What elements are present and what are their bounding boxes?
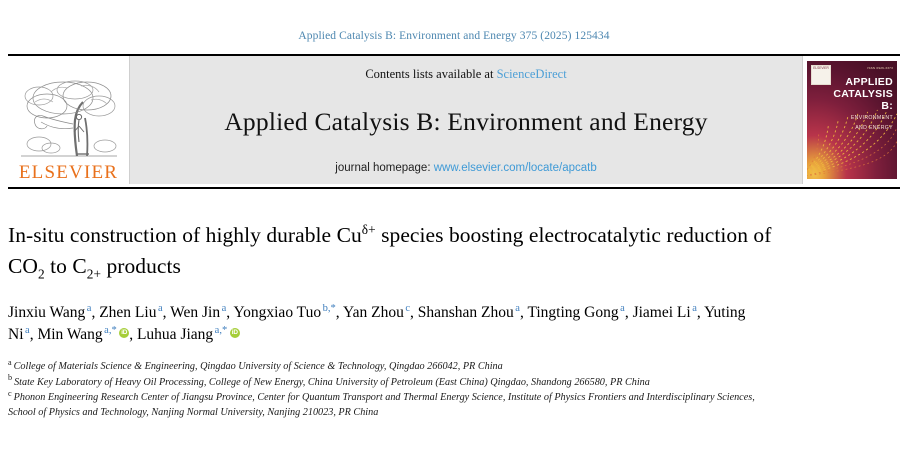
author-separator: ,	[91, 304, 100, 322]
author-entry: Yan Zhou c,	[342, 302, 418, 322]
affiliation-item: a College of Materials Science & Engineer…	[8, 357, 778, 374]
masthead-center: Contents lists available at ScienceDirec…	[130, 56, 802, 184]
cover-subtitle-line2: AND ENERGY	[855, 125, 893, 132]
title-subscript-c2plus: 2+	[86, 265, 102, 281]
author-affiliation-mark[interactable]: a	[157, 302, 163, 314]
author-name: Jinxiu Wang	[8, 304, 86, 322]
author-name: Yuting Ni	[8, 304, 746, 344]
elsevier-logo-cell: ELSEVIER	[8, 56, 130, 184]
sciencedirect-link[interactable]: ScienceDirect	[496, 67, 567, 81]
cover-title-line1: APPLIED	[845, 76, 893, 88]
journal-title: Applied Catalysis B: Environment and Ene…	[224, 107, 708, 136]
elsevier-tree-icon	[17, 76, 121, 162]
author-separator: ,	[335, 304, 343, 322]
article-title: In-situ construction of highly durable C…	[8, 220, 788, 281]
author-entry: Yongxiao Tuo b,*,	[233, 302, 343, 322]
elsevier-wordmark: ELSEVIER	[18, 162, 119, 183]
journal-cover-thumbnail: ELSEVIER ISSN 0926-3373 APPLIED CATALYSI…	[807, 61, 897, 179]
author-entry: Shanshan Zhou a,	[417, 302, 528, 322]
journal-homepage-prefix: journal homepage:	[335, 162, 434, 174]
cover-issn-text: ISSN 0926-3373	[867, 66, 893, 70]
title-subscript-co2: 2	[37, 265, 45, 281]
title-superscript-delta-plus: δ+	[361, 221, 376, 237]
title-segment-2: species boosting electrocatalytic reduct…	[8, 223, 772, 278]
title-segment-3: to C	[44, 253, 87, 278]
author-entry: Tingting Gong a,	[527, 302, 633, 322]
author-affiliation-mark[interactable]: a,*	[214, 324, 228, 336]
journal-masthead: ELSEVIER Contents lists available at Sci…	[8, 54, 900, 184]
author-name: Jiamei Li	[632, 304, 691, 322]
affiliation-list: a College of Materials Science & Engineer…	[8, 357, 778, 420]
title-segment-4: products	[101, 253, 181, 278]
cover-elsevier-badge: ELSEVIER	[811, 65, 831, 85]
author-name: Yongxiao Tuo	[233, 304, 322, 322]
author-name: Wen Jin	[170, 304, 221, 322]
journal-homepage-line: journal homepage: www.elsevier.com/locat…	[335, 162, 596, 174]
author-separator: ,	[624, 304, 633, 322]
author-separator: ,	[129, 326, 137, 344]
journal-cover-cell: ELSEVIER ISSN 0926-3373 APPLIED CATALYSI…	[802, 56, 900, 184]
author-separator: ,	[519, 304, 528, 322]
orcid-icon[interactable]	[119, 328, 130, 339]
author-affiliation-mark[interactable]: a	[515, 302, 520, 314]
orcid-icon[interactable]	[229, 328, 240, 339]
author-name: Luhua Jiang	[136, 326, 214, 344]
author-affiliation-mark[interactable]: a,*	[104, 324, 117, 336]
journal-homepage-link[interactable]: www.elsevier.com/locate/apcatb	[433, 162, 597, 174]
author-affiliation-mark[interactable]: c	[405, 302, 411, 314]
contents-lists-prefix: Contents lists available at	[365, 67, 497, 81]
author-entry: Yuting Ni a,	[8, 304, 745, 343]
author-name: Tingting Gong	[527, 304, 619, 322]
title-segment-1: In-situ construction of highly durable C…	[8, 223, 362, 247]
affiliation-mark: a	[8, 357, 12, 367]
cover-title-line2: CATALYSIS B:	[833, 87, 893, 112]
author-entry: Luhua Jiang a,*	[136, 324, 240, 344]
author-separator: ,	[696, 304, 705, 322]
author-affiliation-mark[interactable]: a	[620, 302, 625, 314]
author-affiliation-mark[interactable]: a	[221, 302, 227, 314]
author-entry: Jiamei Li a,	[632, 302, 705, 322]
author-affiliation-mark[interactable]: a	[692, 302, 697, 314]
article-header: In-situ construction of highly durable C…	[8, 189, 900, 420]
author-affiliation-mark[interactable]: b,*	[322, 302, 336, 314]
author-entry: Jinxiu Wang a,	[8, 302, 100, 322]
author-separator: ,	[410, 304, 418, 322]
cover-rays-decoration	[807, 109, 897, 177]
author-name: Zhen Liu	[99, 304, 157, 322]
affiliation-mark: c	[8, 388, 12, 398]
affiliation-text: College of Materials Science & Engineeri…	[13, 361, 503, 373]
affiliation-mark: b	[8, 373, 13, 383]
affiliation-item: c Phonon Engineering Research Center of J…	[8, 388, 778, 420]
author-affiliation-mark[interactable]: a	[86, 302, 92, 314]
cover-title-block: APPLIED CATALYSIS B: ENVIRONMENT AND ENE…	[832, 76, 893, 132]
cover-subtitle-line1: ENVIRONMENT	[850, 115, 893, 122]
author-entry: Wen Jin a,	[170, 302, 234, 322]
author-name: Yan Zhou	[342, 304, 404, 322]
author-affiliation-mark[interactable]: a	[25, 324, 30, 336]
author-separator: ,	[226, 304, 234, 322]
author-separator: ,	[162, 304, 171, 322]
running-head: Applied Catalysis B: Environment and Ene…	[298, 30, 610, 42]
contents-lists-line: Contents lists available at ScienceDirec…	[365, 67, 566, 82]
affiliation-text: State Key Laboratory of Heavy Oil Proces…	[14, 376, 650, 388]
affiliation-item: b State Key Laboratory of Heavy Oil Proce…	[8, 373, 778, 390]
author-entry: Zhen Liu a,	[99, 302, 171, 322]
author-separator: ,	[29, 326, 38, 344]
author-list: Jinxiu Wang a, Zhen Liu a, Wen Jin a, Yongx…	[8, 302, 768, 346]
masthead-bottom-rule	[8, 187, 900, 189]
author-name: Shanshan Zhou	[417, 304, 514, 322]
affiliation-text: Phonon Engineering Research Center of Ji…	[8, 392, 755, 419]
author-name: Min Wang	[37, 326, 103, 344]
